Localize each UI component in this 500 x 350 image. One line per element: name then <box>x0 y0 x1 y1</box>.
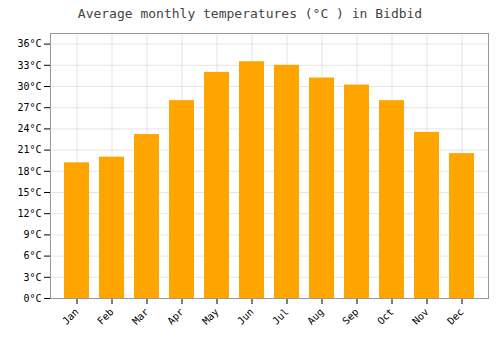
svg-text:12°C: 12°C <box>17 208 41 219</box>
svg-text:Jul: Jul <box>270 306 291 327</box>
svg-text:36°C: 36°C <box>17 38 41 49</box>
svg-text:Apr: Apr <box>165 306 186 327</box>
svg-text:6°C: 6°C <box>23 250 41 261</box>
svg-text:24°C: 24°C <box>17 123 41 134</box>
svg-text:Nov: Nov <box>410 306 431 327</box>
svg-text:Jan: Jan <box>60 306 81 327</box>
svg-text:15°C: 15°C <box>17 187 41 198</box>
svg-text:Oct: Oct <box>375 306 396 327</box>
svg-text:18°C: 18°C <box>17 166 41 177</box>
svg-text:33°C: 33°C <box>17 60 41 71</box>
html-text:Average monthly temperatures (: Average monthly temperatures (°C ) in Bi… <box>77 6 423 21</box>
svg-text:Jun: Jun <box>235 306 256 327</box>
svg-text:Dec: Dec <box>445 306 466 327</box>
svg-text:Aug: Aug <box>305 306 326 327</box>
svg-text:3°C: 3°C <box>23 272 41 283</box>
svg-text:30°C: 30°C <box>17 81 41 92</box>
svg-text:Sep: Sep <box>340 306 361 327</box>
svg-text:27°C: 27°C <box>17 102 41 113</box>
svg-text:Feb: Feb <box>95 306 116 327</box>
svg-text:May: May <box>200 306 221 327</box>
svg-text:Mar: Mar <box>130 306 151 327</box>
svg-text:21°C: 21°C <box>17 144 41 155</box>
svg-text:0°C: 0°C <box>23 293 41 304</box>
svg-text:9°C: 9°C <box>23 229 41 240</box>
